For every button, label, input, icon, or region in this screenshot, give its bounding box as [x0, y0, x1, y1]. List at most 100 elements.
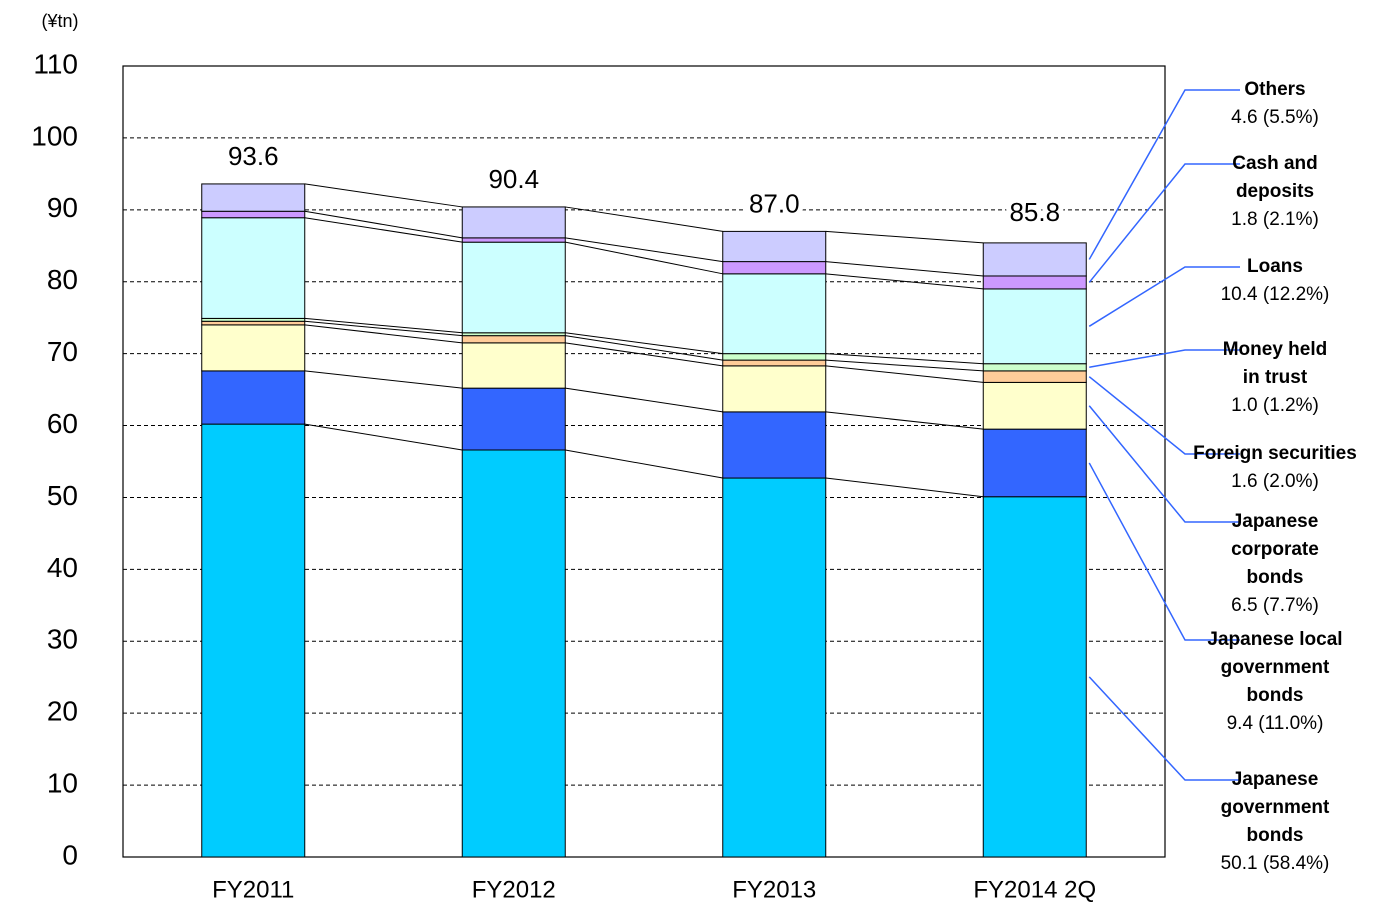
x-tick-label: FY2011 — [212, 876, 294, 903]
connector — [565, 335, 723, 361]
bar-segment — [982, 496, 1087, 858]
series-label: Foreign securities 1.6 (2.0%) — [1170, 440, 1380, 496]
series-label: Cash and deposits 1.8 (2.1%) — [1215, 150, 1335, 234]
series-label: Japanese local government bonds 9.4 (11.0… — [1195, 626, 1355, 738]
connector — [304, 210, 463, 239]
connector — [565, 342, 723, 367]
bar-segment — [461, 206, 566, 239]
y-tick-label: 70 — [47, 336, 78, 367]
connector — [565, 387, 723, 413]
connector — [825, 365, 984, 383]
y-tick-label: 0 — [62, 839, 78, 870]
y-tick-label: 40 — [47, 552, 78, 583]
bar-segment — [982, 363, 1087, 372]
y-tick-label: 20 — [47, 696, 78, 727]
connector — [304, 217, 463, 243]
bar-segment — [201, 320, 306, 326]
bar-segment — [201, 210, 306, 219]
leader-line — [1088, 163, 1240, 283]
y-tick-label: 80 — [47, 264, 78, 295]
bar-segment — [982, 242, 1087, 277]
connector — [304, 370, 463, 389]
total-label: 85.8 — [1009, 197, 1060, 227]
leader-line — [1088, 676, 1240, 781]
y-tick-label: 30 — [47, 624, 78, 655]
connector — [304, 423, 463, 451]
connector — [825, 411, 984, 430]
connector — [565, 237, 723, 263]
bar-segment — [201, 370, 306, 425]
leader-line — [1089, 349, 1240, 369]
total-label: 87.0 — [749, 188, 800, 218]
y-tick-label: 60 — [47, 408, 78, 439]
bar-segment — [201, 423, 306, 858]
y-tick-label: 90 — [47, 192, 78, 223]
value-label: 50.1 (58.4%) — [1220, 853, 1330, 874]
x-tick-label: FY2012 — [472, 876, 556, 903]
value-label: 1.6 (2.0%) — [1231, 471, 1319, 492]
y-tick-label: 100 — [31, 120, 78, 151]
bar-segment — [201, 217, 306, 319]
bar-segment — [982, 288, 1087, 365]
y-tick-label: 10 — [47, 767, 78, 798]
leader-line — [1088, 405, 1240, 523]
connector — [825, 353, 984, 365]
connector — [304, 183, 463, 208]
x-tick-label: FY2014 2Q — [973, 876, 1096, 903]
value-label: 4.6 (5.5%) — [1231, 107, 1319, 128]
value-label: 10.4 (12.2%) — [1220, 284, 1330, 305]
connector — [565, 241, 723, 275]
connector — [825, 273, 984, 290]
leader-line — [1088, 89, 1240, 260]
bar-segment — [982, 275, 1087, 290]
legend-entry: Loans — [1247, 256, 1303, 277]
bar-segment — [461, 449, 566, 858]
total-label: 90.4 — [488, 164, 539, 194]
series-label: Money held in trust 1.0 (1.2%) — [1213, 336, 1338, 420]
bar-segment — [461, 335, 566, 344]
value-label: 9.4 (11.0%) — [1226, 713, 1324, 734]
legend-entry: Japanese corporate bonds — [1231, 511, 1319, 588]
bar-segment — [722, 411, 827, 479]
leader-line — [1088, 462, 1240, 641]
connector — [304, 320, 463, 337]
connector — [825, 359, 984, 372]
legend-entry: Cash and deposits — [1232, 153, 1318, 202]
series-label: Others 4.6 (5.5%) — [1190, 76, 1360, 132]
leader-line — [1088, 376, 1240, 455]
y-axis-label: (¥tn) — [41, 11, 78, 31]
bar-segment — [201, 183, 306, 212]
bar-segment — [461, 237, 566, 243]
bar-segment — [201, 324, 306, 372]
value-label: 6.5 (7.7%) — [1231, 595, 1319, 616]
value-label: 1.8 (2.1%) — [1231, 209, 1319, 230]
legend-entry: Others — [1244, 79, 1306, 100]
bar-segment — [722, 273, 827, 355]
bar-segment — [461, 241, 566, 334]
connector — [565, 206, 723, 232]
bar-segment — [722, 477, 827, 858]
legend-entry: Foreign securities — [1193, 443, 1357, 464]
connector — [304, 317, 463, 334]
connector — [825, 230, 984, 244]
value-label: 1.0 (1.2%) — [1231, 395, 1319, 416]
bar-segment — [722, 359, 827, 367]
bar-segment — [982, 370, 1087, 383]
connector — [825, 261, 984, 277]
bar-segment — [982, 428, 1087, 498]
bar-segment — [722, 353, 827, 361]
bar-segment — [461, 387, 566, 451]
connector — [565, 449, 723, 479]
bar-segment — [982, 381, 1087, 430]
bar-segment — [722, 261, 827, 275]
y-tick-label: 50 — [47, 480, 78, 511]
y-tick-label: 110 — [33, 48, 78, 79]
plot-area — [122, 65, 1166, 858]
series-label: Loans 10.4 (12.2%) — [1190, 253, 1360, 309]
series-label: Japanese corporate bonds 6.5 (7.7%) — [1210, 508, 1340, 620]
leader-line — [1088, 266, 1240, 327]
legend-entry: Money held in trust — [1222, 339, 1328, 388]
total-label: 93.6 — [228, 141, 279, 171]
